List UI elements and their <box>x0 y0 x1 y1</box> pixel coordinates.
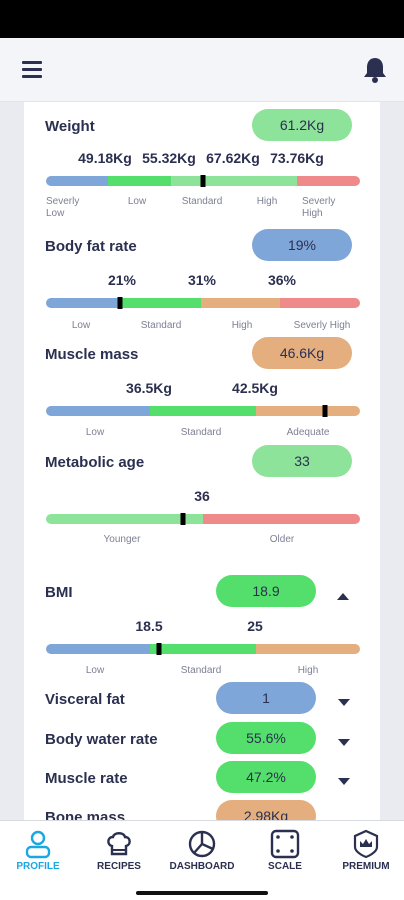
left-gutter <box>0 102 24 820</box>
expand-chevron-icon[interactable] <box>338 739 350 746</box>
weight-card: Weight 61.2Kg 49.18Kg 55.32Kg 67.62Kg 73… <box>24 102 380 227</box>
expand-chevron-icon[interactable] <box>338 699 350 706</box>
muscle-mass-threshold-2: 42.5Kg <box>232 380 278 396</box>
weight-label-low: Low <box>127 196 147 207</box>
metabolic-age-label-older: Older <box>269 534 295 545</box>
app-bar <box>0 38 404 102</box>
weight-label-standard: Standard <box>181 196 223 207</box>
body-fat-threshold-2: 31% <box>187 272 217 288</box>
weight-threshold-2: 55.32Kg <box>142 150 196 166</box>
nav-premium[interactable]: PREMIUM <box>326 821 404 881</box>
bone-mass-row[interactable]: Bone mass 2.98Kg <box>24 800 380 820</box>
body-fat-title: Body fat rate <box>45 238 137 255</box>
muscle-mass-range-bar <box>46 406 360 416</box>
home-indicator <box>136 891 268 895</box>
bmi-label-low: Low <box>85 665 105 676</box>
body-water-value-pill: 55.6% <box>216 722 316 754</box>
weight-label-severly-high: Severly High <box>302 196 336 219</box>
collapse-chevron-icon[interactable] <box>337 593 349 600</box>
metabolic-age-label-younger: Younger <box>103 534 141 545</box>
nav-premium-label: PREMIUM <box>342 861 390 872</box>
weight-value-pill: 61.2Kg <box>252 109 352 141</box>
bmi-threshold-1: 18.5 <box>135 618 163 634</box>
pie-chart-icon <box>188 830 216 858</box>
body-fat-range-bar <box>46 298 360 308</box>
muscle-mass-threshold-1: 36.5Kg <box>126 380 172 396</box>
nav-dashboard[interactable]: DASHBOARD <box>162 821 242 881</box>
crown-icon <box>353 829 379 859</box>
nav-scale-label: SCALE <box>268 861 302 872</box>
chef-hat-icon <box>107 832 131 856</box>
scale-icon <box>270 829 300 859</box>
muscle-rate-title: Muscle rate <box>45 770 128 787</box>
weight-marker <box>200 175 206 187</box>
bmi-label-high: High <box>297 665 319 676</box>
weight-label-high: High <box>256 196 278 207</box>
muscle-mass-label-adequate: Adequate <box>286 427 330 438</box>
muscle-mass-title: Muscle mass <box>45 346 139 363</box>
bmi-title: BMI <box>45 584 73 601</box>
nav-recipes-label: RECIPES <box>97 861 141 872</box>
nav-profile[interactable]: PROFILE <box>0 821 78 881</box>
muscle-mass-card: Muscle mass 46.6Kg 36.5Kg 42.5Kg Low Sta… <box>24 337 380 445</box>
metabolic-age-title: Metabolic age <box>45 454 145 471</box>
metabolic-age-card: Metabolic age 33 36 Younger Older <box>24 445 380 565</box>
visceral-fat-title: Visceral fat <box>45 691 125 708</box>
body-fat-value-pill: 19% <box>252 229 352 261</box>
bone-mass-value-pill: 2.98Kg <box>216 800 316 820</box>
body-fat-label-standard: Standard <box>140 320 182 331</box>
body-water-title: Body water rate <box>45 731 158 748</box>
bmi-marker <box>156 643 162 655</box>
body-fat-marker <box>117 297 123 309</box>
body-fat-card: Body fat rate 19% 21% 31% 36% Low Standa… <box>24 227 380 337</box>
bottom-navigation: PROFILE RECIPES DASHBOARD SCALE PREMIUM <box>0 820 404 900</box>
visceral-fat-row[interactable]: Visceral fat 1 <box>24 682 380 722</box>
nav-recipes[interactable]: RECIPES <box>79 821 159 881</box>
body-fat-label-low: Low <box>71 320 91 331</box>
body-water-row[interactable]: Body water rate 55.6% <box>24 722 380 762</box>
bmi-range-bar <box>46 644 360 654</box>
right-gutter <box>380 102 404 820</box>
menu-icon[interactable] <box>22 61 42 79</box>
body-fat-threshold-3: 36% <box>267 272 297 288</box>
status-bar <box>0 0 404 38</box>
body-fat-threshold-1: 21% <box>107 272 137 288</box>
bmi-value-pill: 18.9 <box>216 575 316 607</box>
weight-threshold-1: 49.18Kg <box>78 150 132 166</box>
nav-profile-label: PROFILE <box>16 861 60 872</box>
metabolic-age-marker <box>180 513 186 525</box>
muscle-mass-marker <box>322 405 328 417</box>
metrics-scroll-area[interactable]: Weight 61.2Kg 49.18Kg 55.32Kg 67.62Kg 73… <box>24 102 380 820</box>
visceral-fat-value-pill: 1 <box>216 682 316 714</box>
bone-mass-title: Bone mass <box>45 809 126 820</box>
muscle-rate-row[interactable]: Muscle rate 47.2% <box>24 761 380 801</box>
bmi-label-standard: Standard <box>180 665 222 676</box>
nav-dashboard-label: DASHBOARD <box>169 861 235 872</box>
body-fat-label-high: High <box>231 320 253 331</box>
weight-threshold-3: 67.62Kg <box>206 150 260 166</box>
bmi-card[interactable]: BMI 18.9 18.5 25 Low Standard High <box>24 565 380 677</box>
nav-scale[interactable]: SCALE <box>245 821 325 881</box>
muscle-rate-value-pill: 47.2% <box>216 761 316 793</box>
metabolic-age-range-bar <box>46 514 360 524</box>
muscle-mass-value-pill: 46.6Kg <box>252 337 352 369</box>
muscle-mass-label-standard: Standard <box>180 427 222 438</box>
body-fat-label-severly-high: Severly High <box>293 320 351 331</box>
expand-chevron-icon[interactable] <box>338 778 350 785</box>
weight-label-severly-low: Severly Low <box>46 196 80 219</box>
weight-threshold-4: 73.76Kg <box>270 150 324 166</box>
profile-icon <box>25 830 51 859</box>
muscle-mass-label-low: Low <box>85 427 105 438</box>
bmi-threshold-2: 25 <box>247 618 263 634</box>
bell-icon[interactable] <box>362 56 388 84</box>
metabolic-age-threshold-1: 36 <box>194 488 210 504</box>
weight-title: Weight <box>45 118 95 135</box>
metabolic-age-value-pill: 33 <box>252 445 352 477</box>
